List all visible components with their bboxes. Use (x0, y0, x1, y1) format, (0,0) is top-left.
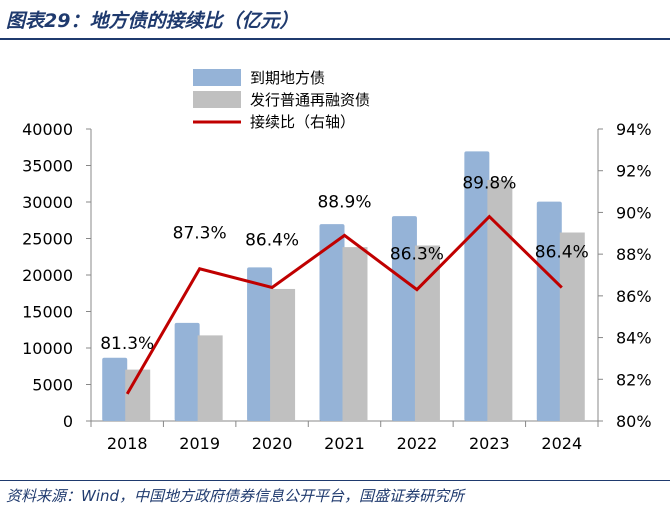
legend-label: 到期地方债 (250, 69, 325, 87)
left-tick-label: 0 (63, 412, 73, 431)
left-tick-label: 10000 (22, 339, 73, 358)
left-tick-label: 20000 (22, 266, 73, 285)
right-tick-label: 90% (616, 203, 652, 222)
bar-refinance (342, 247, 368, 421)
legend-swatch-refinance (193, 91, 241, 108)
x-tick-label: 2023 (469, 434, 510, 453)
left-tick-label: 5000 (32, 376, 73, 395)
chart-title: 图表29：地方债的接续比（亿元） (6, 10, 299, 32)
x-tick-label: 2024 (541, 434, 582, 453)
data-label: 86.4% (245, 231, 299, 251)
right-tick-label: 94% (616, 120, 652, 139)
data-label: 86.3% (390, 245, 444, 265)
title-divider (0, 38, 670, 40)
bar-maturing (536, 201, 562, 421)
legend-label: 接续比（右轴） (250, 113, 355, 131)
bar-maturing (102, 357, 128, 421)
right-tick-label: 80% (616, 412, 652, 431)
bar-refinance (197, 335, 223, 421)
right-tick-label: 92% (616, 162, 652, 181)
source-divider (0, 480, 670, 481)
legend-label: 发行普通再融资债 (250, 91, 370, 109)
right-tick-label: 84% (616, 329, 652, 348)
data-label: 81.3% (100, 334, 154, 354)
left-tick-label: 35000 (22, 157, 73, 176)
right-tick-label: 86% (616, 287, 652, 306)
data-label: 88.9% (317, 192, 371, 212)
data-label: 89.8% (462, 174, 516, 194)
x-tick-label: 2022 (397, 434, 438, 453)
x-tick-label: 2021 (324, 434, 365, 453)
bar-maturing (319, 224, 345, 421)
bar-maturing (247, 267, 273, 421)
bar-maturing (464, 151, 490, 421)
legend-swatch-maturing (193, 69, 241, 86)
bar-refinance (559, 232, 585, 421)
bar-refinance (487, 179, 513, 421)
right-tick-label: 82% (616, 370, 652, 389)
bar-refinance (414, 245, 440, 421)
bar-maturing (391, 216, 417, 421)
left-tick-label: 40000 (22, 120, 73, 139)
data-label: 87.3% (173, 224, 227, 244)
left-tick-label: 30000 (22, 193, 73, 212)
right-tick-label: 88% (616, 245, 652, 264)
left-tick-label: 15000 (22, 303, 73, 322)
data-label: 86.4% (535, 243, 589, 263)
left-tick-label: 25000 (22, 230, 73, 249)
ratio-line (125, 214, 563, 395)
x-tick-label: 2020 (252, 434, 293, 453)
x-tick-label: 2019 (179, 434, 220, 453)
x-tick-label: 2018 (107, 434, 148, 453)
bar-maturing (174, 322, 200, 421)
bar-refinance (270, 288, 296, 421)
source-note: 资料来源：Wind，中国地方政府债券信息公开平台，国盛证券研究所 (6, 487, 465, 505)
